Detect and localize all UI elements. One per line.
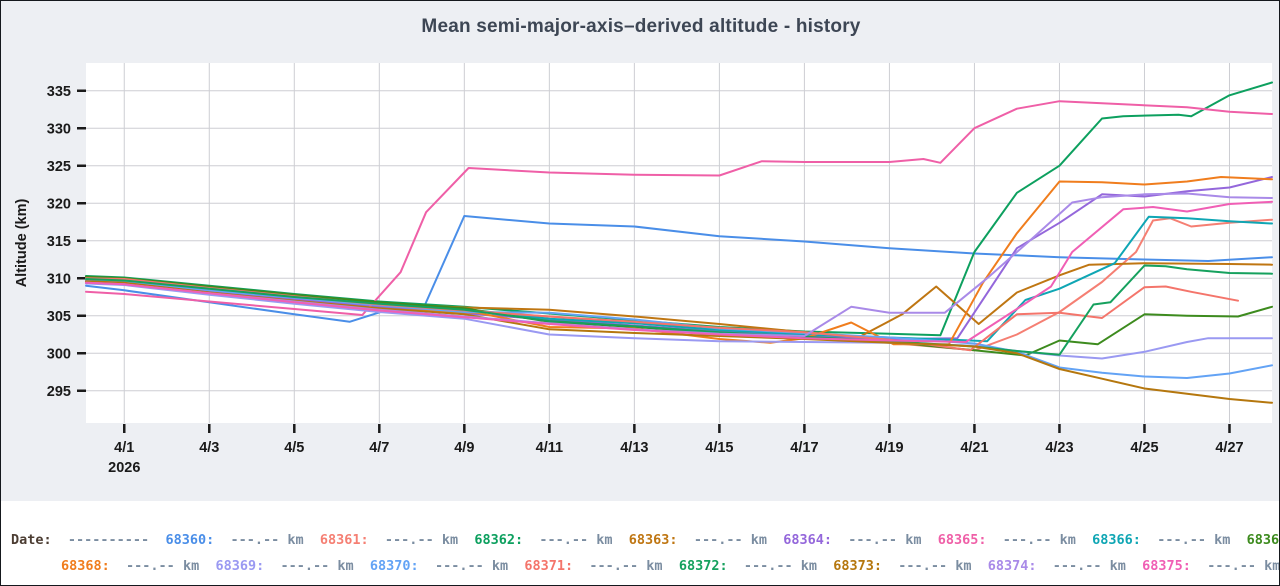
legend-sat-68365-value: ---.-- bbox=[986, 532, 1060, 548]
y-tick-label: 325 bbox=[47, 159, 71, 175]
x-tick-label: 4/1 bbox=[114, 440, 134, 456]
legend-sat-68372-id: 68372: bbox=[678, 558, 728, 574]
legend-row-1: Date: ---------- 68360: ---.-- km 68361:… bbox=[1, 527, 1280, 553]
axis-ticks bbox=[77, 89, 1231, 433]
legend-date-label: Date: bbox=[11, 532, 52, 548]
x-axis-year-label: 2026 bbox=[108, 460, 140, 476]
chart-area: 4/1 4/3 4/5 4/7 4/9 4/11 4/13 4/15 4/17 4/19 4/21 4… bbox=[1, 1, 1279, 501]
legend-sat-68366-value: ---.-- bbox=[1140, 532, 1215, 548]
legend-sat-68373-id: 68373: bbox=[833, 558, 883, 574]
legend-sat-68362-id: 68362: bbox=[474, 532, 524, 548]
legend-sat-68363-value: ---.-- bbox=[677, 532, 751, 548]
legend-sat-68372-value: ---.-- bbox=[727, 558, 801, 574]
x-tick-label: 4/21 bbox=[960, 440, 988, 456]
y-tick-label: 300 bbox=[47, 346, 71, 362]
legend-sat-68365-unit: km bbox=[1059, 532, 1093, 548]
legend-date-value: ---------- bbox=[51, 532, 166, 548]
chart-title: Mean semi-major-axis–derived altitude - … bbox=[421, 16, 861, 37]
legend-sat-68370-id: 68370: bbox=[369, 558, 419, 574]
legend-sat-68367-id: 68367: bbox=[1246, 532, 1280, 548]
legend-sat-68360-id: 68360: bbox=[165, 532, 215, 548]
x-tick-label: 4/13 bbox=[620, 440, 648, 456]
y-tick-label: 335 bbox=[47, 84, 71, 100]
legend-sat-68364-unit: km bbox=[905, 532, 938, 548]
legend-sat-68363-unit: km bbox=[750, 532, 784, 548]
series-68375-line bbox=[85, 200, 1273, 343]
y-axis-title: Altitude (km) bbox=[14, 199, 30, 288]
legend-row-2: 68368: ---.-- km 68369: ---.-- km 68370:… bbox=[1, 553, 1280, 579]
legend-sat-68365-id: 68365: bbox=[937, 532, 987, 548]
x-tick-label: 4/19 bbox=[875, 440, 903, 456]
legend-sat-68369-unit: km bbox=[337, 558, 370, 574]
legend-sat-68362-unit: km bbox=[596, 532, 629, 548]
y-tick-label: 320 bbox=[47, 196, 71, 212]
x-tick-label: 4/11 bbox=[536, 440, 563, 456]
series-68365-line bbox=[85, 100, 1273, 316]
x-tick-label: 4/7 bbox=[369, 440, 389, 456]
legend-sat-68364-id: 68364: bbox=[783, 532, 833, 548]
legend-sat-68375-value: ---.-- bbox=[1190, 558, 1265, 574]
legend-sat-68362-value: ---.-- bbox=[523, 532, 597, 548]
legend-sat-68360-value: ---.-- bbox=[214, 532, 288, 548]
legend-sat-68369-id: 68369: bbox=[215, 558, 265, 574]
series-68369-line bbox=[85, 282, 1273, 360]
y-tick-label: 295 bbox=[47, 384, 71, 400]
x-tick-label: 4/15 bbox=[705, 440, 733, 456]
plot-background bbox=[86, 63, 1272, 423]
axis-labels: 4/1 4/3 4/5 4/7 4/9 4/11 4/13 4/15 4/17 4/19 4/21 4… bbox=[14, 84, 1244, 476]
legend-sat-68375-id: 68375: bbox=[1142, 558, 1191, 574]
x-tick-label: 4/27 bbox=[1215, 440, 1243, 456]
gridlines bbox=[86, 63, 1272, 423]
x-tick-label: 4/5 bbox=[284, 440, 304, 456]
legend-sat-68361-value: ---.-- bbox=[368, 532, 442, 548]
series-68360-line bbox=[85, 215, 1273, 323]
legend-sat-68371-value: ---.-- bbox=[573, 558, 647, 574]
legend-sat-68375-unit: km bbox=[1264, 558, 1280, 574]
legend-sat-68364-value: ---.-- bbox=[832, 532, 906, 548]
legend-sat-68370-unit: km bbox=[491, 558, 525, 574]
legend-sat-68374-unit: km bbox=[1109, 558, 1143, 574]
y-tick-label: 315 bbox=[47, 234, 71, 250]
legend-sat-68372-unit: km bbox=[800, 558, 834, 574]
legend-sat-68373-unit: km bbox=[955, 558, 988, 574]
legend-sat-68366-unit: km bbox=[1214, 532, 1247, 548]
series-lines bbox=[85, 81, 1273, 404]
legend-sat-68373-value: ---.-- bbox=[882, 558, 956, 574]
x-tick-label: 4/17 bbox=[790, 440, 818, 456]
legend-sat-68374-id: 68374: bbox=[987, 558, 1037, 574]
legend-sat-68360-unit: km bbox=[287, 532, 320, 548]
legend-sat-68369-value: ---.-- bbox=[264, 558, 338, 574]
x-tick-label: 4/3 bbox=[199, 440, 219, 456]
legend-sat-68368-value: ---.-- bbox=[109, 558, 183, 574]
legend-sat-68370-value: ---.-- bbox=[418, 558, 492, 574]
y-tick-label: 305 bbox=[47, 309, 71, 325]
legend-sat-68366-id: 68366: bbox=[1092, 532, 1141, 548]
altitude-history-plot: 4/1 4/3 4/5 4/7 4/9 4/11 4/13 4/15 4/17 4/19 4/21 4… bbox=[14, 63, 1273, 476]
x-tick-label: 4/25 bbox=[1130, 440, 1158, 456]
y-tick-label: 330 bbox=[47, 121, 71, 137]
legend-sat-68361-id: 68361: bbox=[319, 532, 369, 548]
telemetry-legend: Date: ---------- 68360: ---.-- km 68361:… bbox=[1, 501, 1280, 585]
y-tick-label: 310 bbox=[47, 271, 71, 287]
legend-sat-68368-unit: km bbox=[182, 558, 216, 574]
legend-sat-68371-id: 68371: bbox=[524, 558, 574, 574]
legend-sat-68371-unit: km bbox=[646, 558, 679, 574]
x-tick-label: 4/9 bbox=[454, 440, 474, 456]
legend-sat-68368-id: 68368: bbox=[61, 558, 110, 574]
x-tick-label: 4/23 bbox=[1045, 440, 1073, 456]
legend-sat-68361-unit: km bbox=[441, 532, 475, 548]
legend-sat-68363-id: 68363: bbox=[628, 532, 678, 548]
legend-sat-68374-value: ---.-- bbox=[1036, 558, 1110, 574]
